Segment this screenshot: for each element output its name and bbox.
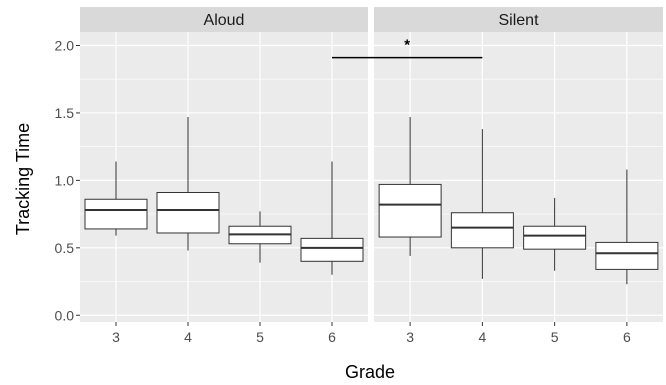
panels-layer: Aloud Silent xyxy=(80,7,663,322)
x-tick-label: 5 xyxy=(256,329,264,345)
significance-star: * xyxy=(404,37,410,54)
x-tick-label: 6 xyxy=(623,329,631,345)
box-silent-grade-3 xyxy=(378,116,442,256)
strip-background-silent xyxy=(374,7,663,32)
box-iqr xyxy=(156,192,220,234)
grid-layer xyxy=(80,32,663,322)
box-aloud-grade-6 xyxy=(300,161,364,275)
x-tick-label: 5 xyxy=(551,329,559,345)
y-tick-label: 0.5 xyxy=(55,240,75,256)
box-silent-grade-6 xyxy=(595,169,659,285)
x-tick-label: 3 xyxy=(112,329,120,345)
x-tick-label: 4 xyxy=(478,329,486,345)
y-tick-label: 1.5 xyxy=(55,105,75,121)
x-tick-label: 4 xyxy=(184,329,192,345)
box-silent-grade-4 xyxy=(450,129,514,279)
boxes-layer xyxy=(84,116,659,285)
box-iqr xyxy=(523,225,587,250)
x-tick-label: 6 xyxy=(328,329,336,345)
y-tick-label: 2.0 xyxy=(55,37,75,53)
box-iqr xyxy=(378,183,442,238)
box-aloud-grade-5 xyxy=(228,211,292,263)
strip-label-silent: Silent xyxy=(498,12,539,29)
y-axis-title: Tracking Time xyxy=(13,123,33,235)
strip-background-aloud xyxy=(80,7,368,32)
box-aloud-grade-4 xyxy=(156,116,220,251)
box-iqr xyxy=(84,198,148,230)
panel-background-silent xyxy=(374,32,663,322)
box-silent-grade-5 xyxy=(523,197,587,271)
panel-background-aloud xyxy=(80,32,368,322)
y-tick-label: 0.0 xyxy=(55,307,75,323)
x-tick-label: 3 xyxy=(406,329,414,345)
box-iqr xyxy=(450,212,514,249)
annotation-layer: * xyxy=(332,37,483,59)
strip-label-aloud: Aloud xyxy=(204,12,245,29)
y-tick-label: 1.0 xyxy=(55,172,75,188)
box-aloud-grade-3 xyxy=(84,161,148,236)
axes-layer: 3 4 5 6 3 4 5 6 0.0 0.5 1.0 1.5 2.0 xyxy=(55,37,631,345)
x-axis-title: Grade xyxy=(345,362,395,382)
box-iqr xyxy=(595,241,659,270)
box-iqr xyxy=(300,237,364,262)
